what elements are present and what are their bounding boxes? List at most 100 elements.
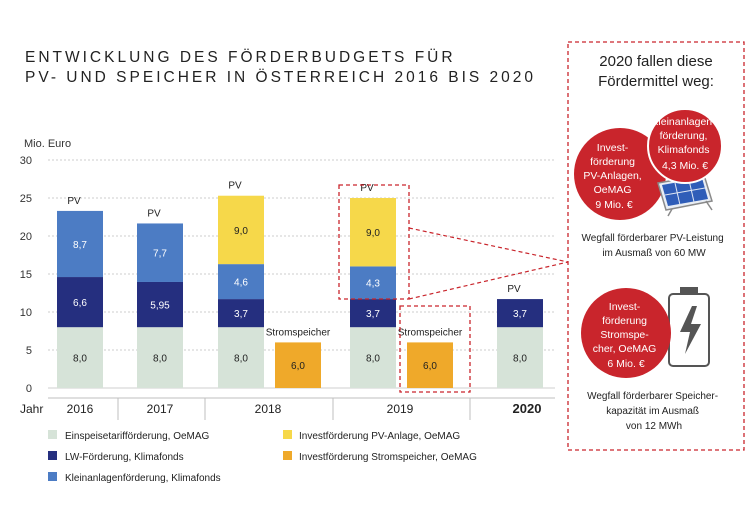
legend-label-lw: LW-Förderung, Klimafonds: [65, 452, 184, 463]
invest-pv-circle-line: PV-Anlagen,: [583, 170, 641, 182]
bar-top-label: PV: [360, 183, 374, 194]
chart-title-line2: PV- UND SPEICHER IN ÖSTERREICH 2016 BIS …: [25, 68, 536, 86]
connector-line-top: [408, 227, 569, 263]
data-label: 8,0: [366, 354, 380, 365]
data-label: 8,0: [153, 354, 167, 365]
data-label: 8,0: [73, 354, 87, 365]
legend-label-invest-speicher: Investförderung Stromspeicher, OeMAG: [299, 452, 477, 463]
data-label: 3,7: [234, 309, 248, 320]
gridlines: 0 5 10 15 20 25 30: [20, 155, 555, 395]
speicher-loss-line: von 12 MWh: [626, 421, 682, 432]
invest-pv-circle-line: Invest-: [597, 142, 629, 154]
sidebar-heading-line1: 2020 fallen diese: [599, 53, 712, 70]
data-label: 8,7: [73, 240, 87, 251]
invest-pv-circle-line: OeMAG: [594, 184, 632, 196]
invest-pv-circle-text: Invest- förderung PV-Anlagen, OeMAG 9 Mi…: [583, 142, 644, 211]
speicher-loss-line: kapazität im Ausmaß: [606, 406, 699, 417]
klein-circle-line: 4,3 Mio. €: [662, 160, 708, 172]
data-label: 3,7: [513, 309, 527, 320]
x-axis-years: Jahr 2016 2017 2018 2019 2020: [20, 397, 555, 420]
bar-segment-invest_speicher: [275, 342, 321, 388]
bar-top-label: PV: [67, 196, 81, 207]
speicher-loss-text: Wegfall förderbarer Speicher- kapazität …: [587, 391, 721, 432]
klein-circle-text: Kleinanlagen- förderung, Klimafonds 4,3 …: [651, 116, 718, 172]
data-label: 6,0: [291, 361, 305, 372]
legend-label-invest-pv: Investförderung PV-Anlage, OeMAG: [299, 431, 460, 442]
klein-circle: [647, 108, 723, 184]
legend-label-klein: Kleinanlagenförderung, Klimafonds: [65, 473, 221, 484]
year-2019: 2019: [387, 402, 414, 416]
bar-segment-einspeise: [137, 327, 183, 388]
data-label: 9,0: [366, 228, 380, 239]
bar-top-label: Stromspeicher: [266, 327, 331, 338]
bar-segment-klein: [218, 264, 264, 300]
year-2016: 2016: [67, 402, 94, 416]
legend-label-einspeise: Einspeisetarifförderung, OeMAG: [65, 431, 210, 442]
year-2020: 2020: [513, 401, 542, 416]
y-tick-label: 25: [20, 193, 32, 205]
data-label: 6,0: [423, 361, 437, 372]
bar-segment-einspeise: [497, 327, 543, 388]
sidebar-border: [567, 41, 745, 451]
y-tick-label: 10: [20, 307, 32, 319]
legend-swatch-klein: [48, 472, 57, 481]
pv-loss-text: Wegfall förderbarer PV-Leistung im Ausma…: [582, 233, 727, 259]
bar-top-label: Stromspeicher: [398, 327, 463, 338]
y-axis-unit: Mio. Euro: [24, 138, 71, 150]
speicher-circle: [581, 288, 671, 378]
sidebar-heading-line2: Fördermittel weg:: [598, 73, 714, 90]
speicher-circle-line: förderung: [602, 315, 647, 327]
chart-title-line1: ENTWICKLUNG DES FÖRDERBUDGETS FÜR: [25, 48, 456, 66]
bar-segment-lw: [137, 281, 183, 328]
speicher-circle-line: Stromspe-: [600, 329, 649, 341]
data-label: 7,7: [153, 249, 167, 260]
bar-segment-klein: [350, 266, 396, 300]
y-tick-label: 5: [26, 345, 32, 357]
speicher-circle-line: 6 Mio. €: [607, 358, 645, 370]
klein-circle-line: förderung,: [660, 130, 708, 142]
y-tick-label: 0: [26, 383, 32, 395]
data-label: 8,0: [234, 354, 248, 365]
y-tick-label: 20: [20, 231, 32, 243]
bar-segment-einspeise: [350, 327, 396, 388]
bar-segment-invest_pv: [218, 195, 264, 265]
x-axis-label: Jahr: [20, 402, 43, 416]
speicher-circle-line: Invest-: [609, 301, 641, 313]
legend-swatch-lw: [48, 451, 57, 460]
data-label: 3,7: [366, 309, 380, 320]
invest-pv-circle-line: 9 Mio. €: [595, 199, 633, 211]
klein-circle-line: Klimafonds: [658, 144, 710, 156]
bar-segment-lw: [497, 299, 543, 328]
bar-top-label: PV: [228, 181, 242, 192]
bar-top-label: PV: [147, 208, 161, 219]
speicher-circle-text: Invest- förderung Stromspe- cher, OeMAG …: [593, 301, 660, 370]
data-label: 9,0: [234, 226, 248, 237]
bar-segment-einspeise: [218, 327, 264, 388]
bars: 8,0 6,6 8,7 PV 8,0 5,95 7,7 PV 8,0 3,7 4,6 9,0 PV 6,0…: [57, 181, 543, 388]
y-tick-label: 15: [20, 269, 32, 281]
data-label: 4,3: [366, 279, 380, 290]
bar-segment-lw: [218, 299, 264, 328]
data-label: 4,6: [234, 278, 248, 289]
legend-swatch-einspeise: [48, 430, 57, 439]
data-label: 8,0: [513, 354, 527, 365]
bar-segment-invest_speicher: [407, 342, 453, 388]
year-2018: 2018: [255, 402, 282, 416]
highlight-box-speicher-2019: [399, 305, 471, 393]
data-label: 6,6: [73, 298, 87, 309]
pv-loss-line: im Ausmaß von 60 MW: [602, 248, 706, 259]
connector-line-bottom: [408, 261, 569, 300]
invest-pv-circle-line: förderung: [590, 156, 635, 168]
legend: Einspeisetarifförderung, OeMAG LW-Förder…: [48, 430, 477, 484]
invest-pv-circle: [574, 128, 666, 220]
y-tick-label: 30: [20, 155, 32, 167]
speicher-loss-line: Wegfall förderbarer Speicher-: [587, 391, 718, 402]
bar-segment-lw: [57, 277, 103, 328]
battery-icon: [668, 287, 710, 367]
pv-loss-line: Wegfall förderbarer PV-Leistung: [582, 233, 724, 244]
bar-segment-einspeise: [57, 327, 103, 388]
year-2017: 2017: [147, 402, 174, 416]
legend-swatch-invest-speicher: [283, 451, 292, 460]
klein-circle-line: Kleinanlagen-: [651, 116, 716, 128]
